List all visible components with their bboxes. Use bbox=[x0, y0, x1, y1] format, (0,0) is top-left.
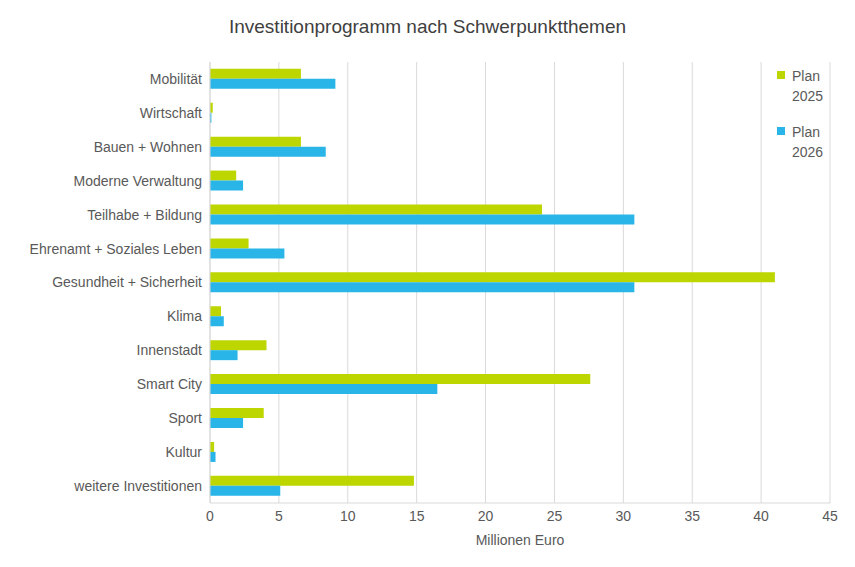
svg-text:Millionen Euro: Millionen Euro bbox=[476, 532, 565, 548]
svg-text:weitere Investitionen: weitere Investitionen bbox=[73, 478, 202, 494]
svg-text:Smart City: Smart City bbox=[137, 376, 202, 392]
svg-text:45: 45 bbox=[822, 508, 838, 524]
svg-text:Wirtschaft: Wirtschaft bbox=[140, 105, 202, 121]
svg-text:10: 10 bbox=[340, 508, 356, 524]
html-text:Plan 2025: Plan 2025 bbox=[792, 68, 824, 104]
html-text:Investitionprogramm nach Schwe: Investitionprogramm nach Schwerpunktthem… bbox=[229, 16, 626, 37]
svg-text:Teilhabe + Bildung: Teilhabe + Bildung bbox=[87, 207, 202, 223]
svg-text:5: 5 bbox=[275, 508, 283, 524]
svg-text:Bauen + Wohnen: Bauen + Wohnen bbox=[94, 139, 202, 155]
svg-text:Moderne Verwaltung: Moderne Verwaltung bbox=[74, 173, 202, 189]
svg-text:Innenstadt: Innenstadt bbox=[137, 342, 202, 358]
svg-text:35: 35 bbox=[684, 508, 700, 524]
svg-text:15: 15 bbox=[409, 508, 425, 524]
svg-text:30: 30 bbox=[616, 508, 632, 524]
svg-text:Kultur: Kultur bbox=[165, 444, 202, 460]
svg-text:Gesundheit + Sicherheit: Gesundheit + Sicherheit bbox=[52, 274, 202, 290]
svg-text:Klima: Klima bbox=[167, 308, 202, 324]
svg-text:40: 40 bbox=[753, 508, 769, 524]
svg-text:Sport: Sport bbox=[169, 410, 203, 426]
svg-text:Mobilität: Mobilität bbox=[150, 71, 202, 87]
svg-text:0: 0 bbox=[206, 508, 214, 524]
svg-text:20: 20 bbox=[478, 508, 494, 524]
html-text:Plan 2026: Plan 2026 bbox=[792, 124, 824, 160]
svg-text:25: 25 bbox=[547, 508, 563, 524]
svg-text:Ehrenamt + Soziales Leben: Ehrenamt + Soziales Leben bbox=[30, 241, 202, 257]
